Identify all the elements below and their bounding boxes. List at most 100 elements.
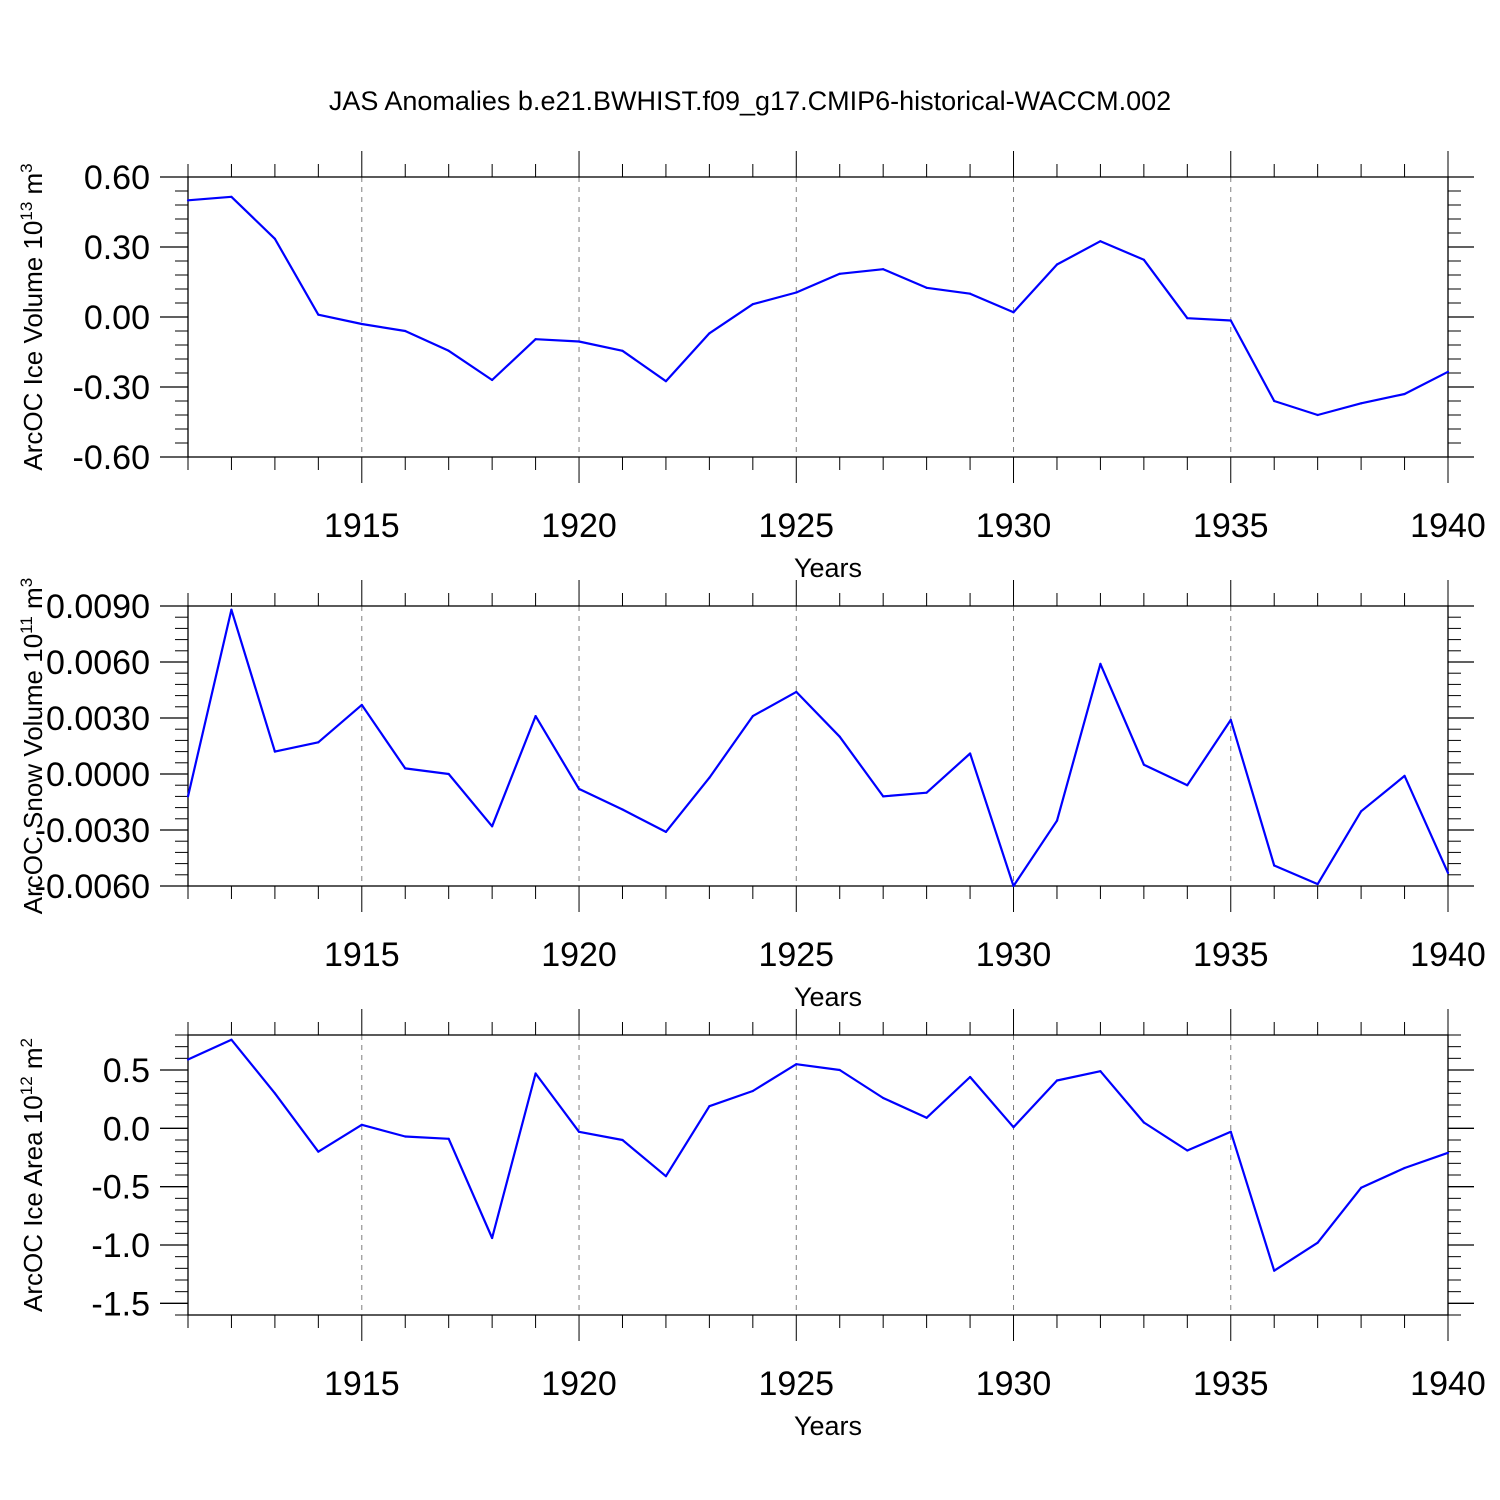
data-point <box>751 1089 754 1093</box>
x-axis-title: Years <box>794 982 862 1012</box>
y-axis-title-part: ArcOC Ice Volume 10 <box>18 221 48 471</box>
main-title: JAS Anomalies b.e21.BWHIST.f09_g17.CMIP6… <box>329 86 1171 116</box>
y-tick-label: 0.0090 <box>46 588 150 626</box>
x-tick-label: 1935 <box>1193 1365 1269 1403</box>
y-tick-label: 0.0030 <box>46 700 150 738</box>
series-line <box>187 195 1449 417</box>
y-tick-label: 0.5 <box>103 1052 150 1090</box>
x-tick-label: 1940 <box>1410 507 1486 545</box>
data-point <box>664 380 668 383</box>
data-point <box>838 735 841 738</box>
y-axis-title-superscript: 3 <box>17 578 36 587</box>
data-point <box>795 1063 798 1066</box>
x-tick-label: 1925 <box>758 936 834 974</box>
x-tick-label: 1925 <box>758 1365 834 1403</box>
data-point <box>404 767 407 770</box>
y-axis-title-part: m <box>18 1047 48 1076</box>
series-line <box>186 608 1450 888</box>
data-point <box>1099 662 1102 665</box>
data-point <box>1186 1149 1189 1152</box>
data-point <box>186 199 190 202</box>
data-point <box>1229 1130 1232 1133</box>
y-tick-label: 0.60 <box>84 159 150 197</box>
data-point <box>751 303 754 306</box>
data-point <box>577 787 581 791</box>
data-point <box>1446 1151 1450 1154</box>
data-point <box>577 1130 581 1133</box>
data-point <box>273 750 276 753</box>
data-point <box>1403 774 1406 777</box>
data-point <box>708 332 711 335</box>
y-axis-title-superscript: 2 <box>17 1038 36 1047</box>
data-point <box>1403 1166 1406 1170</box>
x-tick-label: 1920 <box>541 507 617 545</box>
y-axis-title-part: m <box>18 173 48 202</box>
data-point <box>882 1096 885 1100</box>
data-point <box>838 272 841 275</box>
data-point <box>534 338 537 341</box>
data-point <box>1186 784 1189 787</box>
y-tick-label: -0.0060 <box>35 868 150 906</box>
data-point <box>882 268 885 271</box>
x-tick-label: 1930 <box>976 1365 1052 1403</box>
data-point <box>1360 810 1363 813</box>
data-point <box>882 795 885 798</box>
data-point <box>404 329 407 333</box>
data-point <box>273 237 276 240</box>
y-axis-title: ArcOC Ice Volume 1013 m3 <box>17 163 48 470</box>
data-point <box>838 1068 841 1072</box>
data-point <box>1186 317 1189 320</box>
data-point <box>925 286 928 289</box>
data-point <box>1055 1079 1059 1082</box>
x-tick-label: 1935 <box>1193 936 1269 974</box>
y-axis-title: ArcOC Ice Area 1012 m2 <box>17 1038 48 1312</box>
panels: 1915 1920 1925 1930 1935 1940 Years -0.60 -0.30 0… <box>17 151 1486 1441</box>
data-point <box>534 715 537 718</box>
data-point <box>317 313 320 316</box>
data-point <box>795 690 798 693</box>
x-tick-label: 1925 <box>758 507 834 545</box>
x-tick-label: 1935 <box>1193 507 1269 545</box>
data-point <box>317 741 320 744</box>
data-point <box>360 1123 363 1126</box>
series-line <box>187 1038 1449 1272</box>
data-point <box>360 703 363 707</box>
data-point <box>1012 1126 1015 1129</box>
data-point <box>1403 392 1406 396</box>
y-axis-title-superscript: 11 <box>17 616 36 634</box>
data-point <box>664 1175 668 1178</box>
y-axis-title-part: ArcOC Snow Volume 10 <box>18 634 48 914</box>
data-point <box>577 340 581 343</box>
data-point <box>447 349 450 352</box>
x-tick-label: 1940 <box>1410 936 1486 974</box>
data-point <box>186 795 190 798</box>
y-axis-title-superscript: 13 <box>17 202 36 221</box>
y-tick-label: -0.0030 <box>35 812 150 850</box>
y-axis-title-superscript: 12 <box>17 1076 36 1095</box>
y-axis-title-part: ArcOC Ice Area 10 <box>18 1095 48 1312</box>
data-point <box>230 1038 233 1041</box>
panel-1: 1915 1920 1925 1930 1935 1940 Years -0.60 -0.30 0… <box>17 151 1486 583</box>
data-point <box>404 1135 407 1138</box>
data-point <box>273 1092 276 1095</box>
data-point <box>1142 763 1145 766</box>
data-point <box>447 772 450 776</box>
data-point <box>230 608 233 611</box>
x-tick-label: 1930 <box>976 507 1052 545</box>
data-point <box>1142 258 1145 261</box>
plot-frame <box>187 176 1449 458</box>
data-point <box>751 715 754 718</box>
panel-2: 1915 1920 1925 1930 1935 1940 Years -0.0060 -0.0… <box>17 578 1486 1012</box>
data-point <box>621 349 624 352</box>
x-axis-title: Years <box>794 1411 862 1441</box>
data-point <box>1273 399 1276 403</box>
data-point <box>1273 864 1276 867</box>
data-point <box>1316 883 1319 886</box>
y-tick-label: -0.5 <box>91 1169 150 1207</box>
x-tick-label: 1940 <box>1410 1365 1486 1403</box>
data-point <box>1273 1269 1276 1272</box>
data-point <box>1055 263 1059 266</box>
y-tick-label: 0.30 <box>84 229 150 267</box>
data-point <box>447 1137 450 1140</box>
data-point <box>230 195 233 198</box>
